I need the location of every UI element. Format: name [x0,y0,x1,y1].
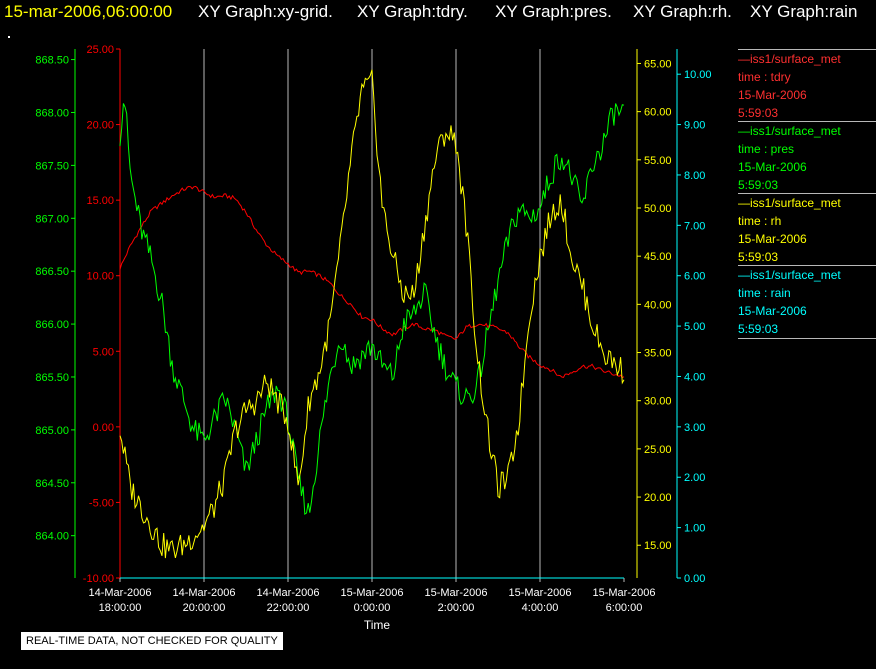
rh-tick-label: 40.00 [644,299,672,311]
legend-field-rain: time : rain [738,286,791,300]
rh-tick-label: 45.00 [644,251,672,263]
rain-tick-label: 5.00 [684,321,705,333]
rh-tick-label: 60.00 [644,107,672,119]
legend-date-rain: 15-Mar-2006 [738,304,807,318]
legend-field-pres: time : pres [738,142,795,156]
pres-tick-label: 864.00 [35,531,69,543]
pres-tick-label: 867.00 [35,213,69,225]
legend-divider [738,193,876,194]
x-tick-label-time: 20:00:00 [183,602,226,614]
pres-tick-label: 868.00 [35,107,69,119]
tdry-tick-label: 5.00 [93,346,114,358]
rain-tick-label: 10.00 [684,69,712,81]
x-tick-label-date: 15-Mar-2006 [341,587,404,599]
pres-tick-label: 864.50 [35,478,69,490]
legend-time-pres: 5:59:03 [738,178,779,192]
legend-time-tdry: 5:59:03 [738,106,779,120]
tdry-tick-label: 20.00 [86,120,114,132]
legend-field-tdry: time : tdry [738,70,791,84]
rh-tick-label: 25.00 [644,444,672,456]
x-tick-label-time: 18:00:00 [99,602,142,614]
legend-time-rh: 5:59:03 [738,250,779,264]
pres-series-line [119,103,625,515]
rh-tick-label: 15.00 [644,540,672,552]
x-tick-label-time: 2:00:00 [438,602,475,614]
graph-label-rain[interactable]: XY Graph:rain [750,2,858,21]
legend-divider [738,49,876,50]
pres-tick-label: 866.00 [35,319,69,331]
rain-tick-label: 1.00 [684,523,705,535]
rain-tick-label: 7.00 [684,220,705,232]
header-dot [8,36,10,38]
x-tick-label-time: 0:00:00 [354,602,391,614]
pres-tick-label: 867.50 [35,160,69,172]
legend-date-rh: 15-Mar-2006 [738,232,807,246]
x-tick-label-date: 14-Mar-2006 [257,587,320,599]
rh-tick-label: 35.00 [644,348,672,360]
graph-label-rh[interactable]: XY Graph:rh. [633,2,732,21]
x-tick-label-date: 14-Mar-2006 [173,587,236,599]
x-tick-label-date: 14-Mar-2006 [89,587,152,599]
tdry-tick-label: -10.00 [83,573,114,585]
tdry-tick-label: 15.00 [86,195,114,207]
legend-field-rh: time : rh [738,214,782,228]
pres-tick-label: 865.50 [35,372,69,384]
rain-tick-label: 3.00 [684,422,705,434]
quality-disclaimer: REAL-TIME DATA, NOT CHECKED FOR QUALITY [20,631,284,651]
tdry-tick-label: -5.00 [89,497,114,509]
graph-label-xy-grid[interactable]: XY Graph:xy-grid. [198,2,333,21]
rain-tick-label: 9.00 [684,120,705,132]
x-axis-label: Time [364,618,391,632]
legend-divider [738,338,876,339]
x-tick-label-time: 22:00:00 [267,602,310,614]
x-tick-label-date: 15-Mar-2006 [593,587,656,599]
rain-tick-label: 8.00 [684,170,705,182]
rh-tick-label: 20.00 [644,492,672,504]
rh-tick-label: 50.00 [644,203,672,215]
tdry-tick-label: 10.00 [86,271,114,283]
legend-divider [738,121,876,122]
rain-tick-label: 4.00 [684,371,705,383]
legend-time-rain: 5:59:03 [738,322,779,336]
legend-title-pres: —iss1/surface_met [738,124,841,138]
x-tick-label-time: 6:00:00 [606,602,643,614]
rh-tick-label: 30.00 [644,396,672,408]
legend-title-tdry: —iss1/surface_met [738,52,841,66]
graph-label-pres[interactable]: XY Graph:pres. [495,2,612,21]
pres-tick-label: 868.50 [35,55,69,67]
legend-divider [738,265,876,266]
tdry-tick-label: 0.00 [93,422,114,434]
x-tick-label-time: 4:00:00 [522,602,559,614]
legend-date-pres: 15-Mar-2006 [738,160,807,174]
legend-title-rain: —iss1/surface_met [738,268,841,282]
legend-title-rh: —iss1/surface_met [738,196,841,210]
legend-date-tdry: 15-Mar-2006 [738,88,807,102]
rh-tick-label: 55.00 [644,155,672,167]
rain-tick-label: 6.00 [684,271,705,283]
graph-header: 15-mar-2006,06:00:00 XY Graph:xy-grid. X… [0,2,876,26]
pres-tick-label: 866.50 [35,266,69,278]
x-tick-label-date: 15-Mar-2006 [509,587,572,599]
x-tick-label-date: 15-Mar-2006 [425,587,488,599]
graph-label-tdry[interactable]: XY Graph:tdry. [357,2,468,21]
rain-tick-label: 0.00 [684,573,705,585]
rain-tick-label: 2.00 [684,472,705,484]
tdry-tick-label: 25.00 [86,44,114,56]
rh-series-line [119,69,625,559]
current-time-label: 15-mar-2006,06:00:00 [4,2,173,21]
tdry-series-line [119,185,625,379]
rh-tick-label: 65.00 [644,58,672,70]
pres-tick-label: 865.00 [35,425,69,437]
